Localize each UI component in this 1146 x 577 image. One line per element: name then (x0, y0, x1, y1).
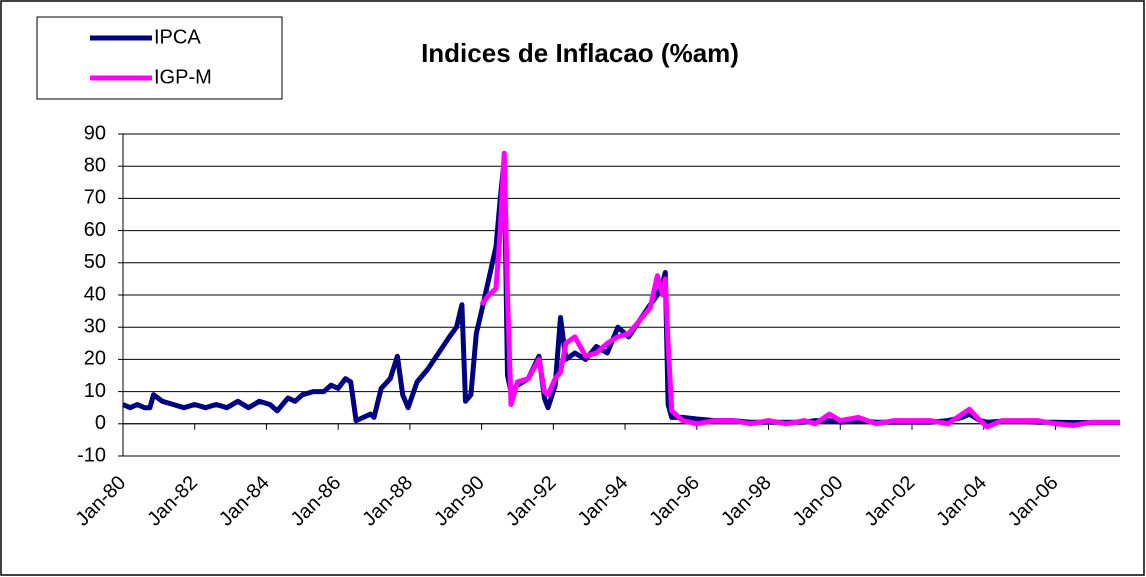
y-tick-label: 90 (84, 122, 106, 144)
y-tick-label: 0 (95, 412, 106, 434)
legend-label: IPCA (154, 26, 201, 48)
chart-title: Indices de Inflacao (%am) (421, 38, 739, 68)
y-tick-label: 20 (84, 348, 106, 370)
legend-label: IGP-M (154, 66, 212, 88)
y-tick-label: 80 (84, 154, 106, 176)
y-tick-label: 40 (84, 283, 106, 305)
legend-frame (36, 16, 283, 100)
y-tick-label: 50 (84, 251, 106, 273)
y-tick-label: 70 (84, 187, 106, 209)
y-tick-label: -10 (77, 444, 106, 466)
y-tick-label: 30 (84, 315, 106, 337)
series-line (479, 150, 1120, 430)
y-tick-label: 60 (84, 219, 106, 241)
y-tick-label: 10 (84, 380, 106, 402)
